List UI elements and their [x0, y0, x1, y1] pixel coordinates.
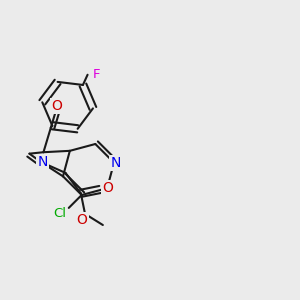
Text: F: F [93, 68, 100, 81]
Text: Cl: Cl [53, 207, 66, 220]
Text: O: O [76, 213, 88, 227]
Text: N: N [110, 156, 121, 170]
Text: N: N [37, 155, 47, 169]
Text: O: O [51, 99, 62, 113]
Text: O: O [102, 181, 113, 195]
